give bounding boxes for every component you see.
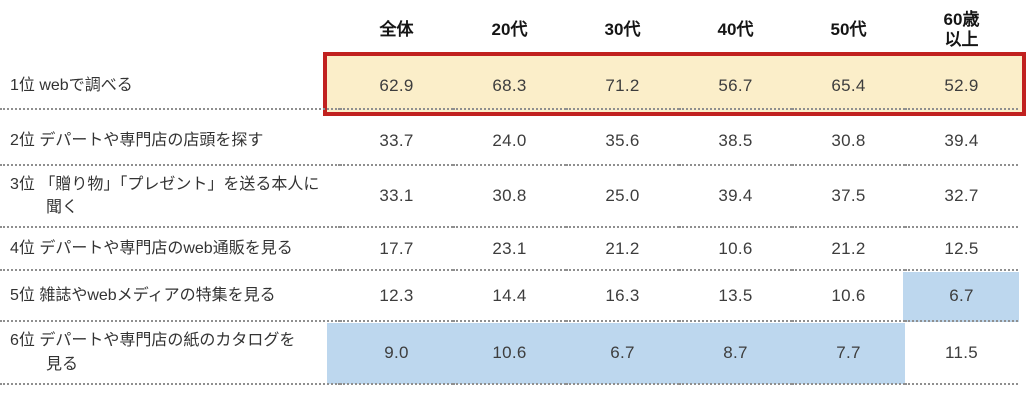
row-label-rank2: 2位 デパートや専門店の店頭を探す bbox=[10, 131, 264, 149]
cell-rank2-20s: 24.0 bbox=[453, 110, 566, 166]
row-label-rank3: 3位 「贈り物」「プレゼント」を送る本人に 聞く bbox=[10, 175, 320, 216]
row-label-cell-rank5: 5位 雑誌やwebメディアの特集を見る bbox=[0, 271, 340, 322]
cell-rank1-30s: 71.2 bbox=[566, 52, 679, 110]
row-label-cell-rank3: 3位 「贈り物」「プレゼント」を送る本人に 聞く bbox=[0, 166, 340, 228]
cell-rank4-50s: 21.2 bbox=[792, 228, 905, 271]
cell-rank5-overall: 12.3 bbox=[340, 271, 453, 322]
row-label-rank4: 4位 デパートや専門店のweb通販を見る bbox=[10, 239, 293, 257]
row-label-cell-rank1: 1位 webで調べる bbox=[0, 52, 340, 110]
cell-rank5-40s: 13.5 bbox=[679, 271, 792, 322]
cell-rank4-40s: 10.6 bbox=[679, 228, 792, 271]
header-overall: 全体 bbox=[379, 19, 414, 39]
cell-rank5-60plus: 6.7 bbox=[905, 271, 1018, 322]
cell-rank3-50s: 37.5 bbox=[792, 166, 905, 228]
row-label-rank1: 1位 webで調べる bbox=[10, 77, 133, 95]
cell-rank2-60plus: 39.4 bbox=[905, 110, 1018, 166]
cell-rank1-20s: 68.3 bbox=[453, 52, 566, 110]
cell-rank5-30s: 16.3 bbox=[566, 271, 679, 322]
row-label-cell-rank4: 4位 デパートや専門店のweb通販を見る bbox=[0, 228, 340, 271]
row-label-rank5: 5位 雑誌やwebメディアの特集を見る bbox=[10, 286, 276, 304]
cell-rank6-40s: 8.7 bbox=[679, 322, 792, 385]
cell-rank1-overall: 62.9 bbox=[340, 52, 453, 110]
cell-rank1-60plus: 52.9 bbox=[905, 52, 1018, 110]
cell-rank2-50s: 30.8 bbox=[792, 110, 905, 166]
cell-rank5-20s: 14.4 bbox=[453, 271, 566, 322]
cell-rank4-60plus: 12.5 bbox=[905, 228, 1018, 271]
cell-rank3-40s: 39.4 bbox=[679, 166, 792, 228]
cell-rank4-20s: 23.1 bbox=[453, 228, 566, 271]
cell-rank3-overall: 33.1 bbox=[340, 166, 453, 228]
row-label-cell-rank2: 2位 デパートや専門店の店頭を探す bbox=[0, 110, 340, 166]
row-label-rank6: 6位 デパートや専門店の紙のカタログを 見る bbox=[10, 332, 296, 373]
header-60plus: 60歳 以上 bbox=[943, 9, 980, 49]
cell-rank1-40s: 56.7 bbox=[679, 52, 792, 110]
cell-rank3-30s: 25.0 bbox=[566, 166, 679, 228]
cell-rank2-40s: 38.5 bbox=[679, 110, 792, 166]
row-label-cell-rank6: 6位 デパートや専門店の紙のカタログを 見る bbox=[0, 322, 340, 385]
header-20s: 20代 bbox=[491, 19, 528, 39]
cell-rank1-50s: 65.4 bbox=[792, 52, 905, 110]
rank1-highlight-box bbox=[323, 52, 1026, 116]
cell-rank2-overall: 33.7 bbox=[340, 110, 453, 166]
cell-rank2-30s: 35.6 bbox=[566, 110, 679, 166]
header-40s: 40代 bbox=[717, 19, 754, 39]
low-value-highlight-rank5-60plus bbox=[903, 272, 1019, 322]
low-value-highlight-rank6 bbox=[327, 323, 905, 384]
cell-rank6-30s: 6.7 bbox=[566, 322, 679, 385]
cell-rank4-30s: 21.2 bbox=[566, 228, 679, 271]
table-grid: 全体 20代 30代 40代 50代 60歳 以上 1位 webで調べる 62.… bbox=[0, 0, 1018, 385]
header-corner-empty bbox=[0, 0, 340, 52]
cell-rank6-50s: 7.7 bbox=[792, 322, 905, 385]
cell-rank6-20s: 10.6 bbox=[453, 322, 566, 385]
cell-rank3-60plus: 32.7 bbox=[905, 166, 1018, 228]
cell-rank5-50s: 10.6 bbox=[792, 271, 905, 322]
cell-rank3-20s: 30.8 bbox=[453, 166, 566, 228]
header-50s: 50代 bbox=[830, 19, 867, 39]
cell-rank6-60plus: 11.5 bbox=[905, 322, 1018, 385]
cell-rank6-overall: 9.0 bbox=[340, 322, 453, 385]
cell-rank4-overall: 17.7 bbox=[340, 228, 453, 271]
header-30s: 30代 bbox=[604, 19, 641, 39]
